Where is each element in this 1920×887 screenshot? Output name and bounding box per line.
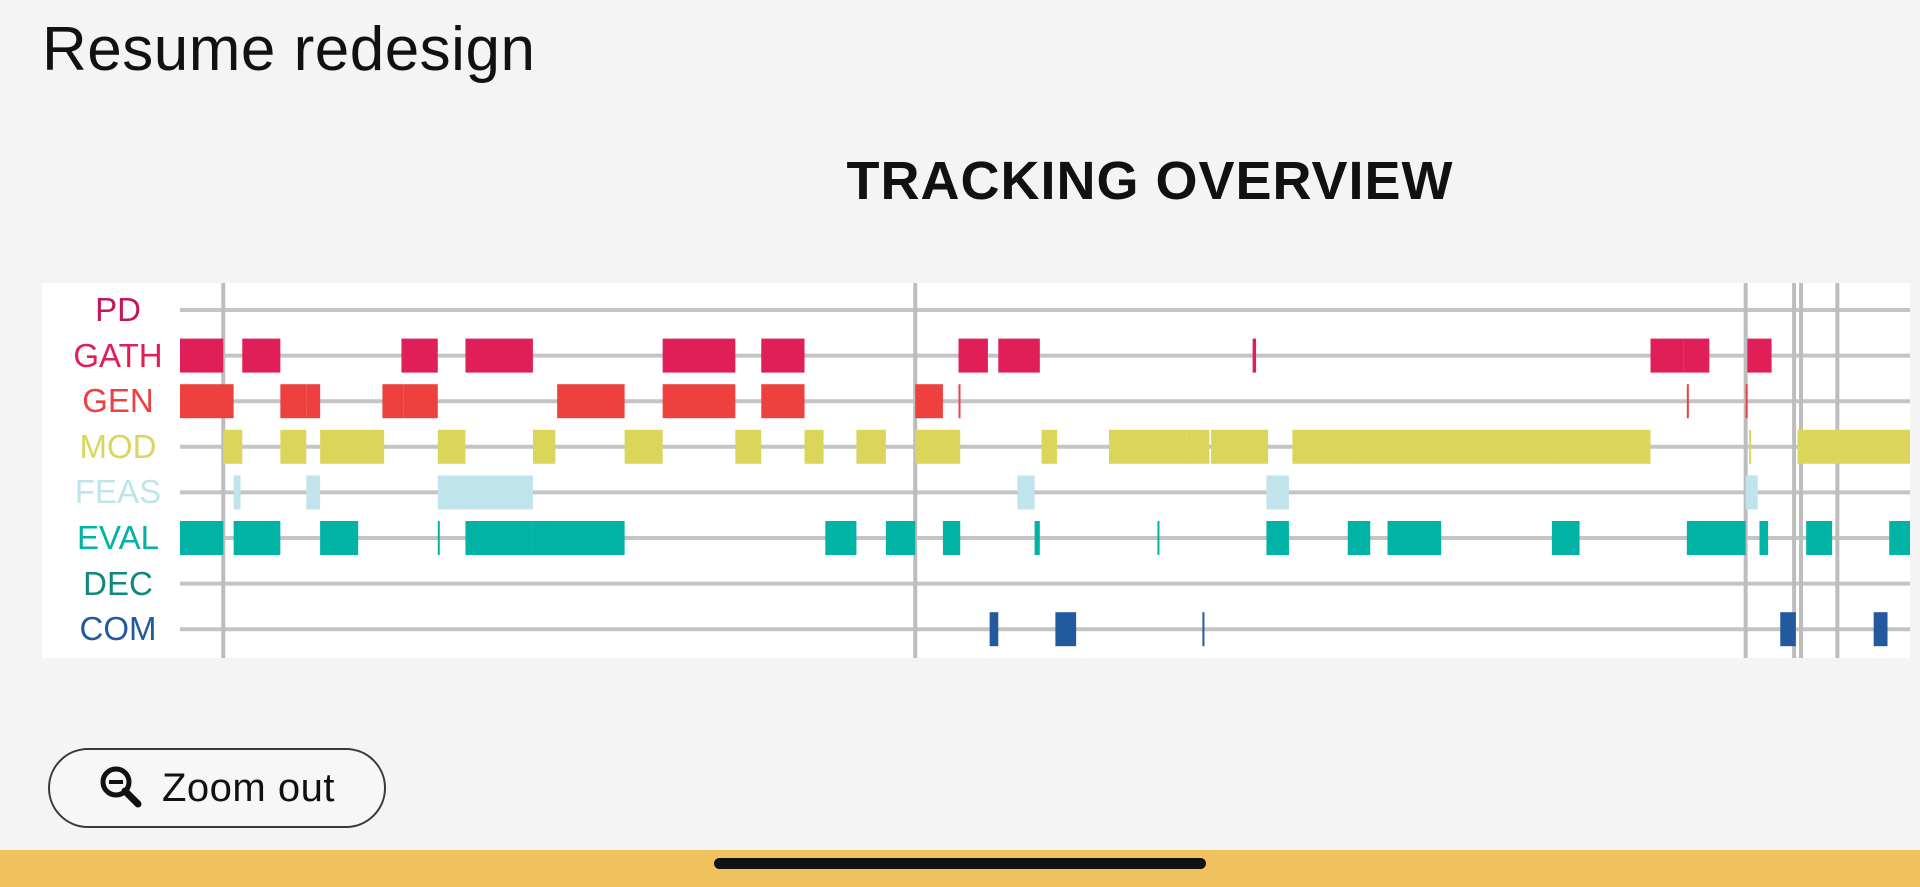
segment-eval[interactable] [1157, 521, 1160, 555]
segment-gen[interactable] [915, 384, 943, 419]
segment-eval[interactable] [1551, 521, 1580, 555]
segment-gath[interactable] [401, 338, 438, 373]
segment-mod[interactable] [320, 429, 385, 464]
segment-eval[interactable] [233, 521, 281, 555]
segment-eval[interactable] [1806, 521, 1833, 555]
segment-feas[interactable] [1266, 475, 1289, 510]
segment-eval[interactable] [1387, 521, 1442, 555]
segment-gen[interactable] [958, 384, 961, 419]
segment-feas[interactable] [233, 475, 241, 510]
segment-mod[interactable] [1211, 429, 1269, 464]
zoom-out-label: Zoom out [162, 765, 335, 810]
row-label-feas: FEAS [74, 473, 162, 511]
segment-gath[interactable] [242, 338, 281, 373]
segment-gath[interactable] [1683, 338, 1710, 373]
zoom-out-button[interactable]: Zoom out [48, 748, 386, 828]
segment-mod[interactable] [1186, 429, 1210, 464]
segment-eval[interactable] [1889, 521, 1910, 555]
segment-mod[interactable] [1352, 429, 1558, 464]
segment-mod[interactable] [1109, 429, 1187, 464]
row-label-com: COM [79, 610, 157, 648]
segment-mod[interactable] [1749, 429, 1752, 464]
segment-gen[interactable] [761, 384, 805, 419]
segment-eval[interactable] [942, 521, 961, 555]
segment-eval[interactable] [532, 521, 625, 555]
segment-mod[interactable] [1797, 429, 1910, 464]
segment-mod[interactable] [915, 429, 961, 464]
segment-eval[interactable] [825, 521, 857, 555]
segment-com[interactable] [1780, 612, 1796, 647]
segment-eval[interactable] [1686, 521, 1746, 555]
segment-gath[interactable] [180, 338, 224, 373]
segment-gath[interactable] [761, 338, 805, 373]
segment-feas[interactable] [1017, 475, 1035, 510]
segment-com[interactable] [1202, 612, 1205, 647]
segment-feas[interactable] [437, 475, 533, 510]
segment-gen[interactable] [662, 384, 736, 419]
segment-mod[interactable] [1041, 429, 1058, 464]
segment-mod[interactable] [735, 429, 762, 464]
segment-gath[interactable] [465, 338, 533, 373]
tracking-timeline-chart: PD GATH GEN MOD FEAS EVAL DEC COM [42, 283, 1910, 658]
segment-gen[interactable] [180, 384, 234, 419]
segment-gath[interactable] [662, 338, 736, 373]
row-label-dec: DEC [83, 564, 153, 602]
segment-eval[interactable] [1759, 521, 1769, 555]
segment-mod[interactable] [1292, 429, 1353, 464]
segment-gath[interactable] [998, 338, 1040, 373]
zoom-out-icon [96, 762, 148, 814]
segment-com[interactable] [989, 612, 999, 647]
segment-eval[interactable] [885, 521, 916, 555]
segment-gen[interactable] [403, 384, 438, 419]
segment-gen[interactable] [382, 384, 404, 419]
segment-mod[interactable] [280, 429, 307, 464]
segment-mod[interactable] [1557, 429, 1651, 464]
segment-eval[interactable] [180, 521, 224, 555]
row-label-gath: GATH [73, 336, 163, 374]
segment-eval[interactable] [1266, 521, 1289, 555]
row-label-mod: MOD [79, 427, 157, 465]
segment-eval[interactable] [465, 521, 533, 555]
segment-gen[interactable] [280, 384, 307, 419]
segment-feas[interactable] [1745, 475, 1758, 510]
segment-com[interactable] [1055, 612, 1077, 647]
segment-mod[interactable] [624, 429, 663, 464]
segment-gen[interactable] [557, 384, 625, 419]
segment-mod[interactable] [804, 429, 824, 464]
segment-eval[interactable] [1347, 521, 1371, 555]
row-label-gen: GEN [82, 382, 154, 420]
segment-eval[interactable] [1034, 521, 1040, 555]
segment-gath[interactable] [958, 338, 988, 373]
segment-gen[interactable] [306, 384, 321, 419]
chart-title: TRACKING OVERVIEW [846, 151, 1454, 211]
segment-gen[interactable] [1745, 384, 1748, 419]
segment-mod[interactable] [223, 429, 243, 464]
segment-com[interactable] [1873, 612, 1888, 647]
home-indicator[interactable] [714, 858, 1206, 869]
segment-eval[interactable] [437, 521, 440, 555]
segment-mod[interactable] [856, 429, 886, 464]
segment-gen[interactable] [1686, 384, 1689, 419]
segment-mod[interactable] [437, 429, 466, 464]
timeline-plot [180, 283, 1910, 658]
segment-eval[interactable] [320, 521, 359, 555]
row-label-eval: EVAL [77, 519, 159, 556]
page-title: Resume redesign [42, 15, 536, 84]
segment-gath[interactable] [1650, 338, 1684, 373]
segment-feas[interactable] [306, 475, 321, 510]
segment-mod[interactable] [532, 429, 556, 464]
row-label-pd: PD [95, 291, 141, 328]
segment-gath[interactable] [1747, 338, 1772, 373]
segment-gath[interactable] [1252, 338, 1257, 373]
